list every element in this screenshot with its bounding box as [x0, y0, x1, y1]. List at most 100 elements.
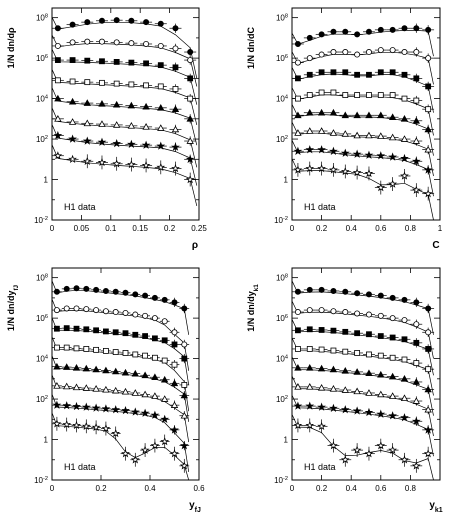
- x-tick-label: 0.2: [95, 484, 107, 493]
- data-point: [171, 125, 180, 133]
- data-point: [377, 69, 384, 76]
- data-point: [424, 385, 432, 393]
- y-tick-label: 102: [276, 135, 288, 144]
- data-point: [411, 185, 421, 194]
- data-point: [317, 421, 326, 431]
- data-point: [365, 311, 372, 318]
- data-point: [98, 100, 106, 107]
- series-5: [291, 356, 435, 416]
- y-tick-label: 106: [276, 314, 288, 323]
- y-tick-label: 106: [36, 314, 48, 323]
- data-point: [171, 299, 178, 306]
- data-point: [329, 365, 338, 373]
- data-point: [122, 309, 129, 316]
- data-point: [389, 69, 396, 76]
- model-curve: [291, 300, 434, 359]
- data-point: [305, 163, 315, 173]
- data-point: [161, 318, 168, 325]
- data-point: [401, 95, 408, 102]
- series-2: [291, 300, 435, 359]
- data-point: [306, 127, 314, 134]
- data-point: [170, 379, 179, 387]
- data-point: [317, 402, 326, 411]
- data-point: [425, 106, 432, 113]
- model-curve: [51, 336, 190, 412]
- data-point: [132, 351, 139, 358]
- x-tick-label: 0.6: [193, 484, 205, 493]
- data-point: [130, 407, 140, 416]
- data-point: [73, 285, 80, 292]
- data-point: [366, 92, 372, 98]
- data-point: [68, 118, 77, 125]
- y-tick-label: 104: [276, 355, 288, 364]
- data-point: [388, 392, 397, 399]
- series-3: [51, 317, 190, 385]
- data-point: [150, 410, 160, 419]
- data-point: [99, 58, 105, 65]
- data-point: [424, 145, 432, 153]
- data-point: [352, 168, 362, 177]
- data-point: [69, 39, 76, 46]
- data-point: [186, 137, 194, 144]
- data-point: [84, 79, 91, 86]
- data-point: [411, 461, 421, 470]
- y-tick-label: 108: [36, 274, 48, 283]
- series-8: [291, 158, 435, 221]
- data-point: [53, 362, 61, 370]
- data-point: [341, 386, 349, 393]
- data-point: [112, 159, 122, 168]
- data-point: [54, 94, 62, 102]
- y-tick-label: 1: [44, 176, 49, 185]
- data-point: [377, 26, 384, 33]
- data-point: [342, 328, 349, 335]
- data-point: [413, 360, 420, 366]
- data-point: [127, 101, 136, 109]
- data-point: [412, 137, 420, 144]
- data-point: [413, 97, 420, 104]
- data-point: [185, 154, 195, 163]
- data-point: [317, 163, 326, 173]
- data-point: [83, 285, 90, 292]
- data-point: [121, 368, 130, 376]
- data-point: [157, 42, 164, 49]
- x-tick-label: 0.2: [316, 224, 328, 233]
- data-point: [143, 40, 150, 47]
- data-point: [388, 445, 397, 454]
- x-tick-label: 0.4: [346, 224, 358, 233]
- data-point: [293, 420, 303, 430]
- data-point: [354, 290, 361, 297]
- data-point: [121, 405, 130, 415]
- x-tick-label: 0: [290, 484, 295, 493]
- model-curve: [51, 69, 198, 125]
- data-point: [112, 329, 119, 336]
- data-point: [157, 124, 165, 131]
- data-point: [54, 42, 61, 49]
- series-5: [51, 355, 190, 422]
- data-point: [131, 389, 139, 396]
- data-point: [389, 26, 396, 33]
- data-point: [122, 350, 129, 356]
- data-point: [72, 420, 81, 430]
- data-point: [112, 138, 122, 148]
- x-tick-label: 0.2: [164, 224, 176, 233]
- data-point: [171, 341, 178, 348]
- series-4: [51, 69, 198, 125]
- series-4: [51, 336, 190, 412]
- y-axis-label: 1/N dn/dC: [246, 27, 256, 69]
- y-tick-label: 1: [44, 436, 49, 445]
- data-point: [156, 162, 166, 172]
- series-3: [291, 67, 435, 113]
- x-tick-label: 0.15: [132, 224, 148, 233]
- series-8: [51, 144, 198, 206]
- data-point: [341, 366, 349, 374]
- series-6: [51, 374, 190, 443]
- data-point: [413, 299, 420, 306]
- series-2: [51, 298, 190, 371]
- data-point: [69, 78, 76, 85]
- data-point: [161, 357, 168, 364]
- model-curve: [51, 374, 190, 443]
- data-point: [62, 401, 72, 410]
- chart-panel-1: 0 0.05 0.1 0.15 0.2 0.25 10-2 1 102 104 106 108 1/N …: [6, 7, 207, 251]
- data-point: [293, 146, 303, 155]
- data-point: [340, 166, 350, 176]
